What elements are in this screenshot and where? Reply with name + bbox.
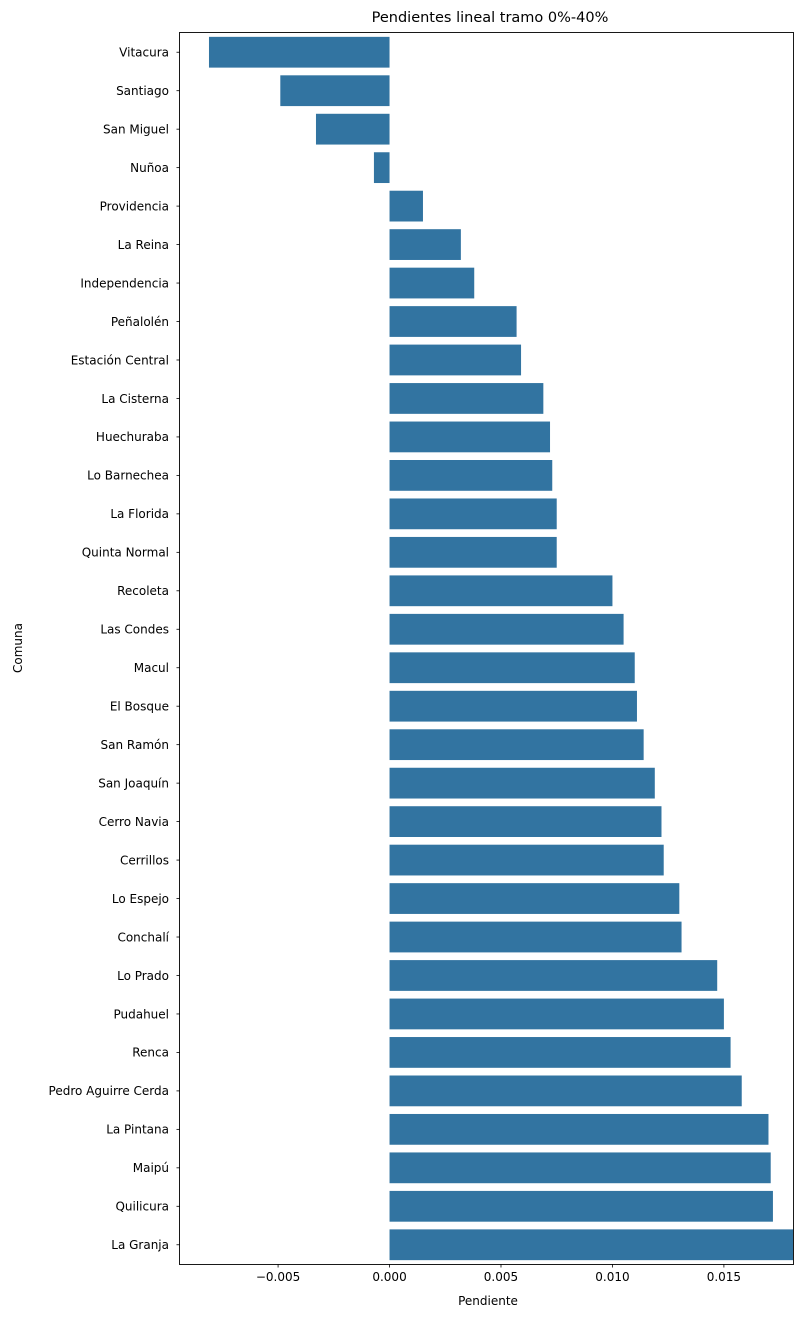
y-tick-label: Recoleta	[117, 584, 169, 598]
y-tick-label: Lo Barnechea	[87, 469, 169, 483]
bar-8	[389, 344, 522, 376]
bar-6	[389, 267, 475, 299]
x-tick-label: 0.010	[595, 1270, 629, 1284]
y-tick-label: Huechuraba	[96, 430, 169, 444]
y-tick-label: Pudahuel	[113, 1007, 169, 1021]
x-tick-label: 0.005	[484, 1270, 518, 1284]
y-tick-label: Pedro Aguirre Cerda	[49, 1084, 169, 1098]
y-tick-label: La Cisterna	[101, 392, 169, 406]
y-tick-label: Lo Espejo	[112, 892, 169, 906]
bar-21	[389, 844, 664, 876]
bar-4	[389, 190, 423, 222]
bar-24	[389, 960, 718, 991]
bar-1	[280, 75, 390, 107]
bar-12	[389, 498, 557, 530]
bar-0	[208, 36, 390, 68]
bar-19	[389, 767, 655, 799]
y-tick-label: Quilicura	[115, 1200, 169, 1214]
y-axis-ticks: Vitacura Santiago San Miguel Nuñoa Providenc…	[49, 46, 180, 1252]
bar-13	[389, 536, 557, 568]
chart-title: Pendientes lineal tramo 0%-40%	[372, 10, 609, 26]
y-tick-label: Cerrillos	[120, 853, 169, 867]
bar-25	[389, 998, 724, 1030]
y-axis-title: Comuna	[11, 623, 25, 673]
y-tick-label: Estación Central	[71, 353, 169, 367]
bar-27	[389, 1075, 742, 1107]
y-tick-label: La Granja	[111, 1238, 169, 1252]
bar-9	[389, 383, 544, 414]
y-tick-label: Peñalolén	[111, 315, 169, 329]
bar-28	[389, 1113, 769, 1145]
y-tick-label: Santiago	[116, 84, 169, 98]
x-tick-label: −0.005	[256, 1270, 300, 1284]
y-tick-label: El Bosque	[110, 700, 169, 714]
y-tick-label: Conchalí	[117, 930, 169, 944]
y-tick-label: Nuñoa	[130, 161, 169, 175]
bar-20	[389, 806, 662, 837]
bar-2	[315, 113, 390, 145]
bar-14	[389, 575, 613, 607]
y-tick-label: Independencia	[80, 276, 169, 290]
y-tick-label: Macul	[134, 661, 169, 675]
y-tick-label: Providencia	[100, 199, 169, 213]
bar-26	[389, 1037, 731, 1068]
y-tick-label: Cerro Navia	[99, 815, 169, 829]
y-tick-label: Las Condes	[100, 623, 169, 637]
x-tick-label: 0.000	[372, 1270, 406, 1284]
y-tick-label: Quinta Normal	[82, 546, 169, 560]
y-tick-label: Renca	[132, 1046, 169, 1060]
bar-10	[389, 421, 551, 453]
bar-17	[389, 690, 637, 722]
bar-31	[389, 1229, 793, 1261]
bar-3	[373, 152, 390, 184]
x-axis-title: Pendiente	[458, 1294, 518, 1308]
bar-23	[389, 921, 682, 953]
bar-30	[389, 1190, 773, 1222]
y-tick-label: La Florida	[110, 507, 169, 521]
bar-11	[389, 460, 553, 491]
bar-5	[389, 229, 461, 260]
bar-22	[389, 883, 680, 914]
y-tick-label: San Ramón	[101, 738, 169, 752]
bars-group	[208, 36, 793, 1261]
x-tick-label: 0.015	[707, 1270, 741, 1284]
y-tick-label: Lo Prado	[117, 969, 169, 983]
bar-18	[389, 729, 644, 761]
bar-7	[389, 306, 517, 337]
y-tick-label: La Pintana	[106, 1123, 169, 1137]
bar-15	[389, 613, 624, 645]
y-tick-label: San Joaquín	[98, 776, 169, 790]
bar-29	[389, 1152, 771, 1184]
y-tick-label: La Reina	[118, 238, 169, 252]
x-axis-ticks: −0.005 0.000 0.005 0.010 0.015	[256, 1264, 741, 1284]
y-tick-label: San Miguel	[103, 122, 169, 136]
y-tick-label: Vitacura	[119, 46, 169, 60]
bar-16	[389, 652, 635, 684]
y-tick-label: Maipú	[133, 1161, 169, 1175]
plot-frame	[179, 32, 794, 1265]
